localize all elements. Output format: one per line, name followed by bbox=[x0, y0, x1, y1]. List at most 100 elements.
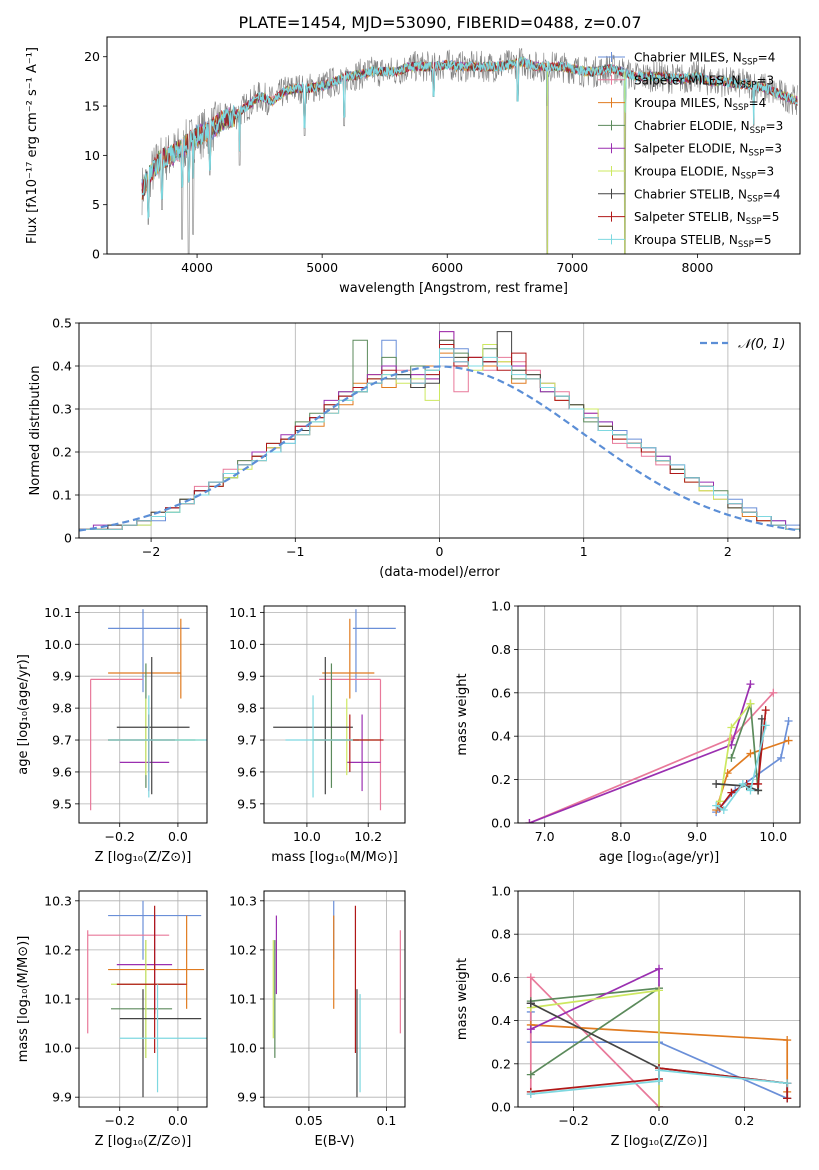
x-tick-label: 1 bbox=[580, 544, 588, 559]
y-tick-label: 0.0 bbox=[491, 816, 511, 831]
spectrum-legend: Chabrier MILES, NSSP=4 Salpeter MILES, NS… bbox=[598, 51, 783, 250]
y-tick-label: 0.2 bbox=[52, 445, 72, 460]
y-tick-label: 0.6 bbox=[491, 685, 511, 700]
plus-marker bbox=[776, 753, 785, 762]
plus-marker bbox=[769, 688, 778, 697]
y-tick-label: 10.0 bbox=[229, 1041, 257, 1056]
legend-label: Salpeter MILES, NSSP=3 bbox=[634, 73, 774, 90]
y-tick-label: 10.1 bbox=[44, 605, 72, 620]
plus-marker bbox=[761, 706, 770, 715]
weight-line bbox=[529, 692, 774, 823]
x-tick-label: 8.0 bbox=[611, 829, 631, 844]
legend-label: Kroupa STELIB, NSSP=5 bbox=[634, 233, 772, 250]
y-tick-label: 10.3 bbox=[229, 893, 257, 908]
legend-label: Chabrier STELIB, NSSP=4 bbox=[634, 187, 781, 204]
plus-marker bbox=[712, 801, 721, 810]
y-tick-label: 0.1 bbox=[52, 488, 72, 503]
plus-marker bbox=[525, 819, 534, 823]
plus-marker bbox=[783, 1094, 792, 1103]
x-tick-label: −0.2 bbox=[105, 829, 135, 844]
figure-title: PLATE=1454, MJD=53090, FIBERID=0488, z=0… bbox=[238, 13, 641, 32]
y-tick-label: 9.8 bbox=[237, 701, 257, 716]
legend-label: Chabrier ELODIE, NSSP=3 bbox=[634, 119, 783, 136]
weight-vs-age-plot-area bbox=[525, 680, 793, 823]
mass-vs-ebv-plot-area bbox=[272, 900, 401, 1098]
legend-label: Kroupa ELODIE, NSSP=3 bbox=[634, 165, 774, 182]
y-tick-label: 10.1 bbox=[229, 605, 257, 620]
y-tick-label: 0.8 bbox=[491, 927, 511, 942]
spectrum-panel: 4000 5000 6000 7000 8000 0 5 10 15 20 wavelength [… bbox=[25, 36, 801, 296]
y-tick-label: 10.0 bbox=[44, 1041, 72, 1056]
y-tick-label: 5 bbox=[92, 197, 100, 212]
plus-marker bbox=[783, 1036, 792, 1045]
x-tick-label: 10.0 bbox=[759, 829, 787, 844]
x-tick-label: 7.0 bbox=[535, 829, 555, 844]
residuals-plot-area bbox=[79, 331, 800, 538]
x-tick-label: 7000 bbox=[556, 260, 588, 275]
weight-line bbox=[529, 683, 752, 823]
y-axis-label: mass weight bbox=[455, 958, 470, 1040]
x-tick-label: 9.0 bbox=[687, 829, 707, 844]
y-tick-label: 10 bbox=[84, 148, 100, 163]
plus-marker bbox=[655, 964, 663, 973]
y-tick-label: 10.1 bbox=[44, 992, 72, 1007]
x-axis-label: Z [log₁₀(Z/Z⊙)] bbox=[95, 1134, 192, 1149]
plus-marker bbox=[727, 788, 736, 797]
y-tick-label: 9.6 bbox=[52, 764, 72, 779]
y-tick-label: 10.1 bbox=[229, 992, 257, 1007]
x-tick-label: 4000 bbox=[181, 260, 213, 275]
y-tick-label: 0.6 bbox=[491, 970, 511, 985]
y-tick-label: 1.0 bbox=[491, 599, 511, 614]
y-tick-label: 10.2 bbox=[229, 942, 257, 957]
legend-label: Salpeter STELIB, NSSP=5 bbox=[634, 210, 779, 227]
y-tick-label: 0 bbox=[92, 247, 100, 262]
axes-frame bbox=[517, 605, 801, 824]
plus-marker bbox=[784, 717, 793, 726]
age-vs-mass-plot-area bbox=[273, 609, 396, 811]
spectrum-plot-area bbox=[141, 48, 798, 254]
age-vs-mass-panel: 10.0 10.2 9.5 9.6 9.7 9.8 9.9 10.0 10.1 mass [log… bbox=[229, 605, 406, 865]
x-tick-label: −1 bbox=[286, 544, 304, 559]
x-tick-label: 0.0 bbox=[168, 1113, 188, 1128]
age-vs-z-panel: −0.2 0.0 9.5 9.6 9.7 9.8 9.9 10.0 10.1 Z [log₁₀(Z… bbox=[16, 605, 208, 865]
y-axis-label: Normed distribution bbox=[28, 366, 43, 496]
x-axis-label: Z [log₁₀(Z/Z⊙)] bbox=[611, 1134, 708, 1149]
plus-marker bbox=[526, 973, 535, 982]
plus-marker bbox=[655, 1077, 663, 1086]
y-tick-label: 10.0 bbox=[229, 637, 257, 652]
y-tick-label: 10.2 bbox=[44, 942, 72, 957]
residuals-panel: −2 −1 0 1 2 0 0.1 0.2 0.3 0.4 0.5 (data-model)/erro… bbox=[28, 316, 801, 580]
weight-line bbox=[530, 1069, 788, 1095]
y-tick-label: 0 bbox=[64, 531, 72, 546]
y-axis-label: mass [log₁₀(M/M⊙)] bbox=[16, 936, 31, 1063]
mass-vs-z-plot-area bbox=[87, 900, 207, 1098]
y-tick-label: 9.5 bbox=[52, 796, 72, 811]
normal-distribution-curve bbox=[79, 365, 800, 532]
weight-line bbox=[715, 725, 767, 812]
plus-marker bbox=[754, 779, 763, 788]
y-tick-label: 9.9 bbox=[237, 1090, 257, 1105]
axes-frame bbox=[263, 890, 406, 1108]
x-tick-label: −0.2 bbox=[105, 1113, 135, 1128]
x-tick-label: 0.0 bbox=[168, 829, 188, 844]
plus-marker bbox=[738, 779, 747, 788]
plus-marker bbox=[712, 779, 721, 788]
axes-frame bbox=[106, 36, 801, 255]
y-tick-label: 0.4 bbox=[491, 1013, 511, 1028]
legend-label: 𝒩(0, 1) bbox=[738, 337, 785, 352]
plus-marker bbox=[655, 1066, 663, 1075]
weight-vs-z-plot-area bbox=[526, 964, 792, 1107]
plus-marker bbox=[526, 1090, 535, 1099]
y-tick-label: 9.6 bbox=[237, 764, 257, 779]
plus-marker bbox=[746, 749, 755, 758]
x-tick-label: 0.2 bbox=[735, 1113, 755, 1128]
x-axis-label: (data-model)/error bbox=[379, 565, 500, 580]
legend-label: Salpeter ELODIE, NSSP=3 bbox=[634, 142, 782, 159]
x-axis-label: wavelength [Angstrom, rest frame] bbox=[339, 281, 568, 296]
y-tick-label: 10.3 bbox=[44, 893, 72, 908]
x-axis-label: age [log₁₀(age/yr)] bbox=[599, 850, 720, 865]
mass-vs-z-panel: −0.2 0.0 9.9 10.0 10.1 10.2 10.3 Z [log₁₀(Z/Z⊙)… bbox=[16, 890, 208, 1149]
x-tick-label: 0.0 bbox=[649, 1113, 669, 1128]
plus-marker bbox=[784, 736, 793, 745]
